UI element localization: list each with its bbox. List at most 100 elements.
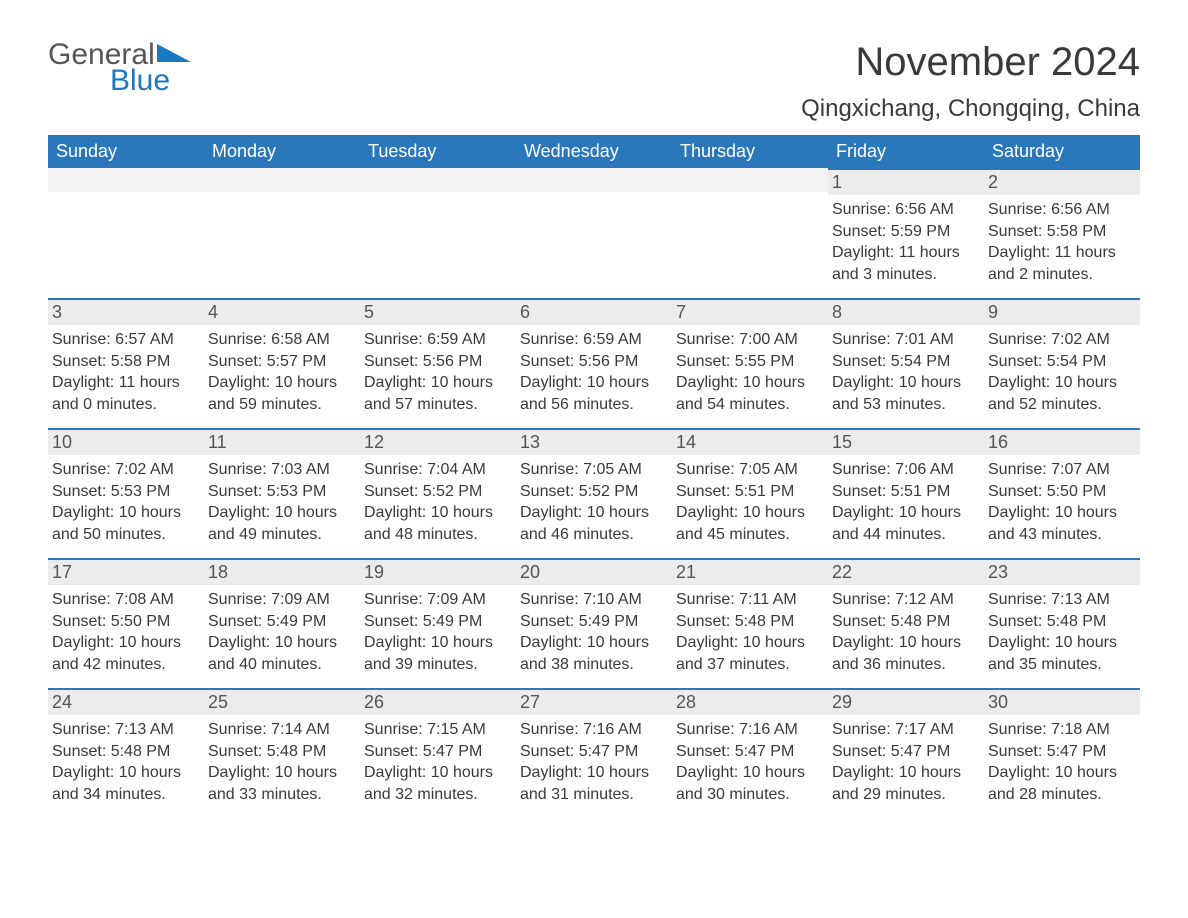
day-cell: 8Sunrise: 7:01 AMSunset: 5:54 PMDaylight…	[828, 298, 984, 428]
day-cell: 22Sunrise: 7:12 AMSunset: 5:48 PMDayligh…	[828, 558, 984, 688]
day-cell: 3Sunrise: 6:57 AMSunset: 5:58 PMDaylight…	[48, 298, 204, 428]
day-cell: 11Sunrise: 7:03 AMSunset: 5:53 PMDayligh…	[204, 428, 360, 558]
sunrise-text: Sunrise: 7:13 AM	[988, 589, 1136, 611]
daylight-text: Daylight: 10 hours and 28 minutes.	[988, 762, 1136, 805]
calendar-grid: SundayMondayTuesdayWednesdayThursdayFrid…	[48, 135, 1140, 818]
daylight-text: Daylight: 11 hours and 0 minutes.	[52, 372, 200, 415]
daylight-text: Daylight: 10 hours and 43 minutes.	[988, 502, 1136, 545]
sunset-text: Sunset: 5:47 PM	[364, 741, 512, 763]
day-cell: 27Sunrise: 7:16 AMSunset: 5:47 PMDayligh…	[516, 688, 672, 818]
sunset-text: Sunset: 5:48 PM	[832, 611, 980, 633]
sunrise-text: Sunrise: 7:10 AM	[520, 589, 668, 611]
day-number: 17	[48, 558, 204, 585]
daylight-text: Daylight: 10 hours and 29 minutes.	[832, 762, 980, 805]
day-body: Sunrise: 7:16 AMSunset: 5:47 PMDaylight:…	[672, 715, 828, 815]
day-cell: 14Sunrise: 7:05 AMSunset: 5:51 PMDayligh…	[672, 428, 828, 558]
empty-cell	[672, 168, 828, 298]
daylight-text: Daylight: 10 hours and 48 minutes.	[364, 502, 512, 545]
sunrise-text: Sunrise: 7:09 AM	[208, 589, 356, 611]
day-body: Sunrise: 7:14 AMSunset: 5:48 PMDaylight:…	[204, 715, 360, 815]
sunrise-text: Sunrise: 6:56 AM	[988, 199, 1136, 221]
daylight-text: Daylight: 10 hours and 57 minutes.	[364, 372, 512, 415]
day-body: Sunrise: 7:11 AMSunset: 5:48 PMDaylight:…	[672, 585, 828, 685]
day-body: Sunrise: 7:10 AMSunset: 5:49 PMDaylight:…	[516, 585, 672, 685]
day-cell: 13 Sunrise: 7:05 AMSunset: 5:52 PMDayligh…	[516, 428, 672, 558]
sunset-text: Sunset: 5:54 PM	[832, 351, 980, 373]
day-body: Sunrise: 7:03 AMSunset: 5:53 PMDaylight:…	[204, 455, 360, 555]
sunset-text: Sunset: 5:50 PM	[52, 611, 200, 633]
sunset-text: Sunset: 5:48 PM	[208, 741, 356, 763]
empty-strip	[48, 168, 204, 192]
sunset-text: Sunset: 5:49 PM	[208, 611, 356, 633]
day-number: 21	[672, 558, 828, 585]
sunrise-text: Sunrise: 7:05 AM	[676, 459, 824, 481]
day-body: Sunrise: 7:09 AMSunset: 5:49 PMDaylight:…	[204, 585, 360, 685]
day-number: 3	[48, 298, 204, 325]
day-number: 4	[204, 298, 360, 325]
daylight-text: Daylight: 10 hours and 50 minutes.	[52, 502, 200, 545]
day-number: 25	[204, 688, 360, 715]
sunset-text: Sunset: 5:59 PM	[832, 221, 980, 243]
day-number: 24	[48, 688, 204, 715]
sunset-text: Sunset: 5:52 PM	[364, 481, 512, 503]
sunrise-text: Sunrise: 7:02 AM	[988, 329, 1136, 351]
sunrise-text: Sunrise: 7:16 AM	[520, 719, 668, 741]
day-number: 6	[516, 298, 672, 325]
sunset-text: Sunset: 5:47 PM	[832, 741, 980, 763]
day-number: 16	[984, 428, 1140, 455]
day-number: 8	[828, 298, 984, 325]
day-cell: 30Sunrise: 7:18 AMSunset: 5:47 PMDayligh…	[984, 688, 1140, 818]
day-number: 20	[516, 558, 672, 585]
day-cell: 6Sunrise: 6:59 AMSunset: 5:56 PMDaylight…	[516, 298, 672, 428]
day-number: 11	[204, 428, 360, 455]
day-body: Sunrise: 7:07 AMSunset: 5:50 PMDaylight:…	[984, 455, 1140, 555]
sunrise-text: Sunrise: 6:56 AM	[832, 199, 980, 221]
daylight-text: Daylight: 10 hours and 46 minutes.	[520, 502, 668, 545]
day-cell: 29Sunrise: 7:17 AMSunset: 5:47 PMDayligh…	[828, 688, 984, 818]
sunrise-text: Sunrise: 7:03 AM	[208, 459, 356, 481]
day-number: 7	[672, 298, 828, 325]
empty-strip	[516, 168, 672, 192]
daylight-text: Daylight: 10 hours and 33 minutes.	[208, 762, 356, 805]
sunset-text: Sunset: 5:50 PM	[988, 481, 1136, 503]
sunset-text: Sunset: 5:55 PM	[676, 351, 824, 373]
daylight-text: Daylight: 10 hours and 39 minutes.	[364, 632, 512, 675]
day-cell: 7Sunrise: 7:00 AMSunset: 5:55 PMDaylight…	[672, 298, 828, 428]
location-subtitle: Qingxichang, Chongqing, China	[801, 95, 1140, 123]
day-body: Sunrise: 7:12 AMSunset: 5:48 PMDaylight:…	[828, 585, 984, 685]
sunrise-text: Sunrise: 6:58 AM	[208, 329, 356, 351]
weekday-header: Friday	[828, 135, 984, 168]
sunrise-text: Sunrise: 7:17 AM	[832, 719, 980, 741]
sunrise-text: Sunrise: 7:05 AM	[520, 459, 668, 481]
sunset-text: Sunset: 5:51 PM	[832, 481, 980, 503]
day-body: Sunrise: 7:15 AMSunset: 5:47 PMDaylight:…	[360, 715, 516, 815]
month-title: November 2024	[801, 40, 1140, 85]
weekday-header: Saturday	[984, 135, 1140, 168]
daylight-text: Daylight: 10 hours and 31 minutes.	[520, 762, 668, 805]
empty-cell	[360, 168, 516, 298]
day-number: 19	[360, 558, 516, 585]
day-body: Sunrise: 7:16 AMSunset: 5:47 PMDaylight:…	[516, 715, 672, 815]
sunset-text: Sunset: 5:52 PM	[520, 481, 668, 503]
sunrise-text: Sunrise: 7:07 AM	[988, 459, 1136, 481]
daylight-text: Daylight: 10 hours and 36 minutes.	[832, 632, 980, 675]
day-body: Sunrise: 6:58 AMSunset: 5:57 PMDaylight:…	[204, 325, 360, 425]
sunrise-text: Sunrise: 7:04 AM	[364, 459, 512, 481]
sunrise-text: Sunrise: 7:02 AM	[52, 459, 200, 481]
empty-cell	[48, 168, 204, 298]
day-body: Sunrise: 7:17 AMSunset: 5:47 PMDaylight:…	[828, 715, 984, 815]
day-body: Sunrise: 6:56 AMSunset: 5:58 PMDaylight:…	[984, 195, 1140, 295]
day-number: 13	[516, 428, 672, 455]
sunset-text: Sunset: 5:54 PM	[988, 351, 1136, 373]
day-number: 28	[672, 688, 828, 715]
sunset-text: Sunset: 5:51 PM	[676, 481, 824, 503]
daylight-text: Daylight: 10 hours and 59 minutes.	[208, 372, 356, 415]
day-number: 18	[204, 558, 360, 585]
daylight-text: Daylight: 10 hours and 49 minutes.	[208, 502, 356, 545]
sunset-text: Sunset: 5:53 PM	[208, 481, 356, 503]
daylight-text: Daylight: 11 hours and 3 minutes.	[832, 242, 980, 285]
sunset-text: Sunset: 5:58 PM	[52, 351, 200, 373]
daylight-text: Daylight: 10 hours and 38 minutes.	[520, 632, 668, 675]
weekday-header: Tuesday	[360, 135, 516, 168]
day-number: 22	[828, 558, 984, 585]
